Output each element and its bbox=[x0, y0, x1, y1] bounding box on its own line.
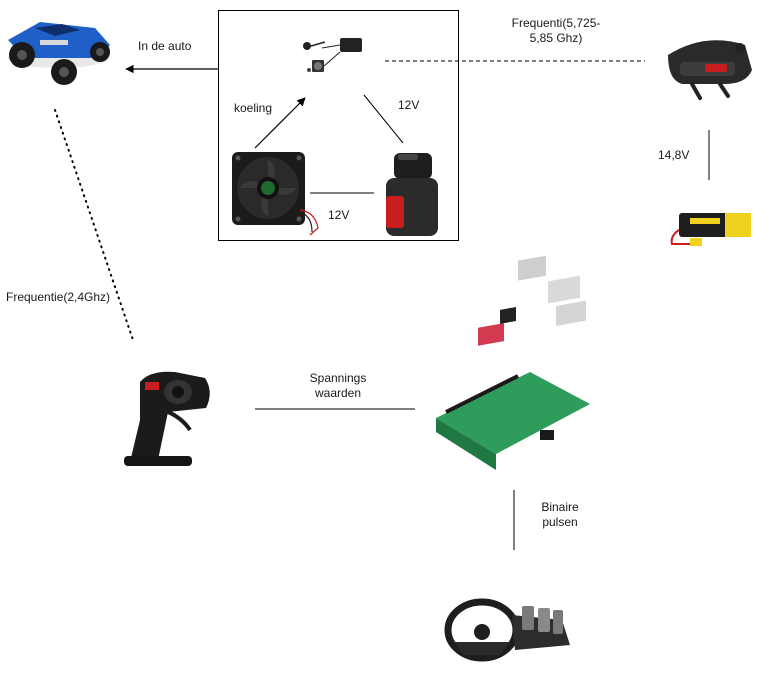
rc-transmitter-icon bbox=[124, 371, 210, 466]
label-frequentie-rc: Frequentie(2,4Ghz) bbox=[6, 290, 111, 304]
line-car-transmitter bbox=[54, 109, 134, 341]
lipo-battery-icon bbox=[670, 213, 751, 246]
label-spannings-waarden: Spannings waarden bbox=[309, 371, 367, 400]
12v-battery-icon bbox=[386, 153, 438, 236]
label-in-de-auto: In de auto bbox=[138, 39, 192, 53]
steering-wheel-pedals-icon bbox=[444, 598, 570, 662]
rc-car-icon bbox=[8, 22, 110, 85]
cooling-fan-icon bbox=[232, 152, 319, 236]
label-12v-bottom: 12V bbox=[328, 208, 350, 222]
fpv-camera-vtx-icon bbox=[303, 38, 362, 72]
arrow-koeling bbox=[254, 97, 306, 149]
label-binaire-pulsen: Binaire pulsen bbox=[541, 500, 579, 529]
label-koeling: koeling bbox=[234, 101, 273, 115]
in-car-box bbox=[218, 10, 459, 241]
line-12v-top bbox=[363, 94, 404, 144]
label-12v-top: 12V bbox=[398, 98, 420, 112]
fpv-goggles-icon bbox=[668, 40, 752, 100]
label-14-8v: 14,8V bbox=[658, 148, 690, 162]
raspberry-pi-icon bbox=[436, 255, 590, 470]
label-frequenti-vtx: Frequenti(5,725- 5,85 Ghz) bbox=[511, 16, 601, 45]
